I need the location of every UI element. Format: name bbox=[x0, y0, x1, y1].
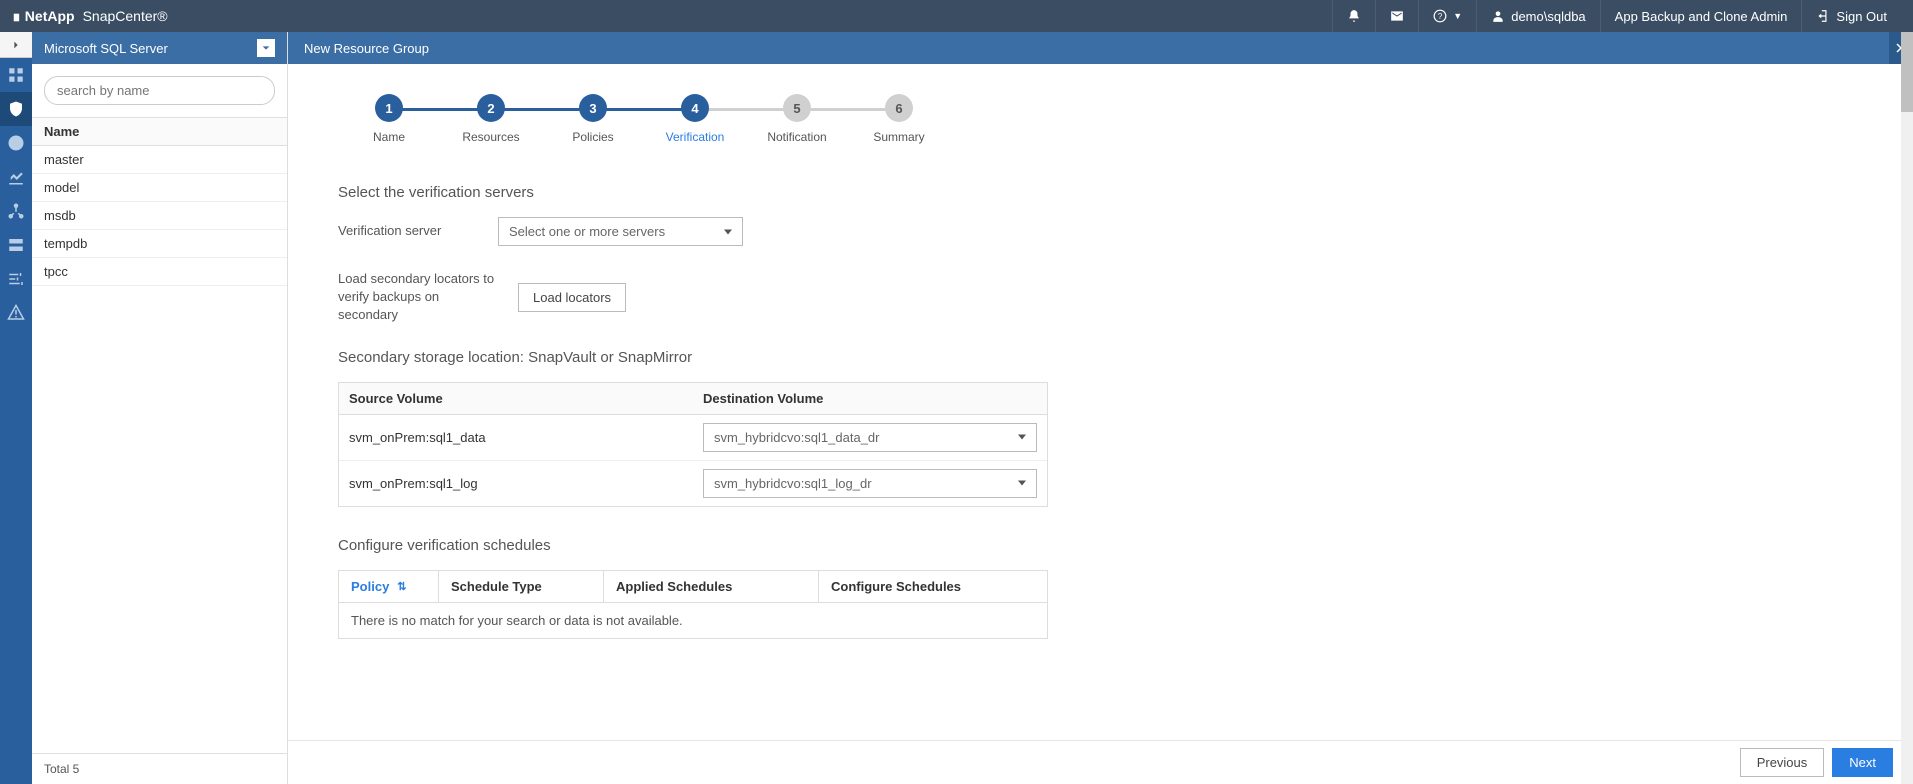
sliders-icon bbox=[7, 270, 25, 288]
user-label: demo\sqldba bbox=[1511, 9, 1585, 24]
load-locators-button[interactable]: Load locators bbox=[518, 283, 626, 312]
rail-resources[interactable] bbox=[0, 92, 32, 126]
brand: ∎ NetApp SnapCenter® bbox=[12, 8, 168, 25]
col-policy[interactable]: Policy ⇅ bbox=[339, 571, 439, 602]
schedule-table: Policy ⇅ Schedule Type Applied Schedules… bbox=[338, 570, 1048, 639]
rail-alerts[interactable] bbox=[0, 296, 32, 330]
sidebar-item-tpcc[interactable]: tpcc bbox=[32, 258, 287, 286]
notifications-button[interactable] bbox=[1332, 0, 1375, 32]
main-panel: New Resource Group 1 Name 2 bbox=[288, 32, 1913, 784]
table-row: svm_onPrem:sql1_log svm_hybridcvo:sql1_l… bbox=[339, 461, 1047, 506]
wizard-step-name[interactable]: 1 Name bbox=[338, 94, 440, 144]
rail-dashboard[interactable] bbox=[0, 58, 32, 92]
bell-icon bbox=[1347, 9, 1361, 23]
sidebar-total: Total 5 bbox=[32, 753, 287, 784]
col-configure-schedules[interactable]: Configure Schedules bbox=[819, 571, 1047, 602]
source-volume-cell: svm_onPrem:sql1_data bbox=[339, 422, 693, 453]
wizard-step-verification[interactable]: 4 Verification bbox=[644, 94, 746, 144]
storage-icon bbox=[7, 236, 25, 254]
network-icon bbox=[7, 202, 25, 220]
sidebar-plugin-selector[interactable]: Microsoft SQL Server bbox=[32, 32, 287, 64]
shield-icon bbox=[7, 100, 25, 118]
sidebar-list: Name master model msdb tempdb tpcc bbox=[32, 117, 287, 753]
rail-toggle[interactable] bbox=[0, 32, 32, 58]
brand-product: SnapCenter® bbox=[83, 8, 168, 24]
sidebar: Microsoft SQL Server Name master model m… bbox=[32, 32, 288, 784]
help-button[interactable]: ? ▼ bbox=[1418, 0, 1476, 32]
topbar: ∎ NetApp SnapCenter® ? ▼ demo\sqldba App… bbox=[0, 0, 1913, 32]
mail-icon bbox=[1390, 9, 1404, 23]
sidebar-plugin-label: Microsoft SQL Server bbox=[44, 41, 168, 56]
plugin-dropdown-button[interactable] bbox=[257, 39, 275, 57]
sidebar-item-msdb[interactable]: msdb bbox=[32, 202, 287, 230]
verification-server-select[interactable]: Select one or more servers bbox=[498, 217, 743, 246]
pie-icon bbox=[7, 134, 25, 152]
sched-title: Configure verification schedules bbox=[338, 537, 1863, 554]
alert-icon bbox=[7, 304, 25, 322]
signout-button[interactable]: Sign Out bbox=[1801, 0, 1901, 32]
col-applied-schedules[interactable]: Applied Schedules bbox=[604, 571, 819, 602]
chevron-down-icon bbox=[261, 43, 271, 53]
source-volume-cell: svm_onPrem:sql1_log bbox=[339, 468, 693, 499]
wizard-steps: 1 Name 2 Resources 3 Policies bbox=[338, 94, 1863, 144]
sort-icon: ⇅ bbox=[397, 580, 406, 593]
rail-settings[interactable] bbox=[0, 262, 32, 296]
scrollbar-thumb[interactable] bbox=[1901, 32, 1913, 112]
signout-icon bbox=[1816, 9, 1830, 23]
wizard-footer: Previous Next bbox=[288, 740, 1901, 784]
col-schedule-type[interactable]: Schedule Type bbox=[439, 571, 604, 602]
table-row: svm_onPrem:sql1_data svm_hybridcvo:sql1_… bbox=[339, 415, 1047, 461]
wizard-step-summary[interactable]: 6 Summary bbox=[848, 94, 950, 144]
brand-company: ∎ NetApp bbox=[12, 8, 75, 25]
wizard-step-notification[interactable]: 5 Notification bbox=[746, 94, 848, 144]
help-icon: ? bbox=[1433, 9, 1447, 23]
grid-icon bbox=[7, 66, 25, 84]
sidebar-item-master[interactable]: master bbox=[32, 146, 287, 174]
nav-rail bbox=[0, 32, 32, 784]
main-header: New Resource Group bbox=[288, 32, 1913, 64]
sidebar-search-wrap bbox=[32, 64, 287, 117]
user-icon bbox=[1491, 9, 1505, 23]
secondary-storage-table: Source Volume Destination Volume svm_onP… bbox=[338, 382, 1048, 507]
role-label[interactable]: App Backup and Clone Admin bbox=[1600, 0, 1802, 32]
sidebar-item-model[interactable]: model bbox=[32, 174, 287, 202]
rail-hosts[interactable] bbox=[0, 194, 32, 228]
chart-icon bbox=[7, 168, 25, 186]
dest-volume-select[interactable]: svm_hybridcvo:sql1_log_dr bbox=[703, 469, 1037, 498]
messages-button[interactable] bbox=[1375, 0, 1418, 32]
sidebar-item-tempdb[interactable]: tempdb bbox=[32, 230, 287, 258]
rail-monitor[interactable] bbox=[0, 126, 32, 160]
main-body: 1 Name 2 Resources 3 Policies bbox=[288, 64, 1913, 784]
dest-volume-select[interactable]: svm_hybridcvo:sql1_data_dr bbox=[703, 423, 1037, 452]
col-dest-volume: Destination Volume bbox=[693, 383, 1047, 414]
search-input[interactable] bbox=[44, 76, 275, 105]
previous-button[interactable]: Previous bbox=[1740, 748, 1825, 777]
wizard-step-policies[interactable]: 3 Policies bbox=[542, 94, 644, 144]
rail-reports[interactable] bbox=[0, 160, 32, 194]
sidebar-column-header[interactable]: Name bbox=[32, 117, 287, 146]
chevron-right-icon bbox=[11, 40, 21, 50]
user-menu[interactable]: demo\sqldba bbox=[1476, 0, 1599, 32]
schedule-empty-message: There is no match for your search or dat… bbox=[339, 603, 1047, 638]
scrollbar[interactable] bbox=[1901, 32, 1913, 784]
rail-storage[interactable] bbox=[0, 228, 32, 262]
locator-label: Load secondary locators to verify backup… bbox=[338, 270, 498, 325]
col-source-volume: Source Volume bbox=[339, 383, 693, 414]
next-button[interactable]: Next bbox=[1832, 748, 1893, 777]
page-title: New Resource Group bbox=[304, 41, 429, 56]
svg-text:?: ? bbox=[1438, 12, 1443, 21]
verification-server-label: Verification server bbox=[338, 222, 478, 240]
wizard-step-resources[interactable]: 2 Resources bbox=[440, 94, 542, 144]
secondary-storage-title: Secondary storage location: SnapVault or… bbox=[338, 349, 1863, 366]
verification-title: Select the verification servers bbox=[338, 184, 1863, 201]
